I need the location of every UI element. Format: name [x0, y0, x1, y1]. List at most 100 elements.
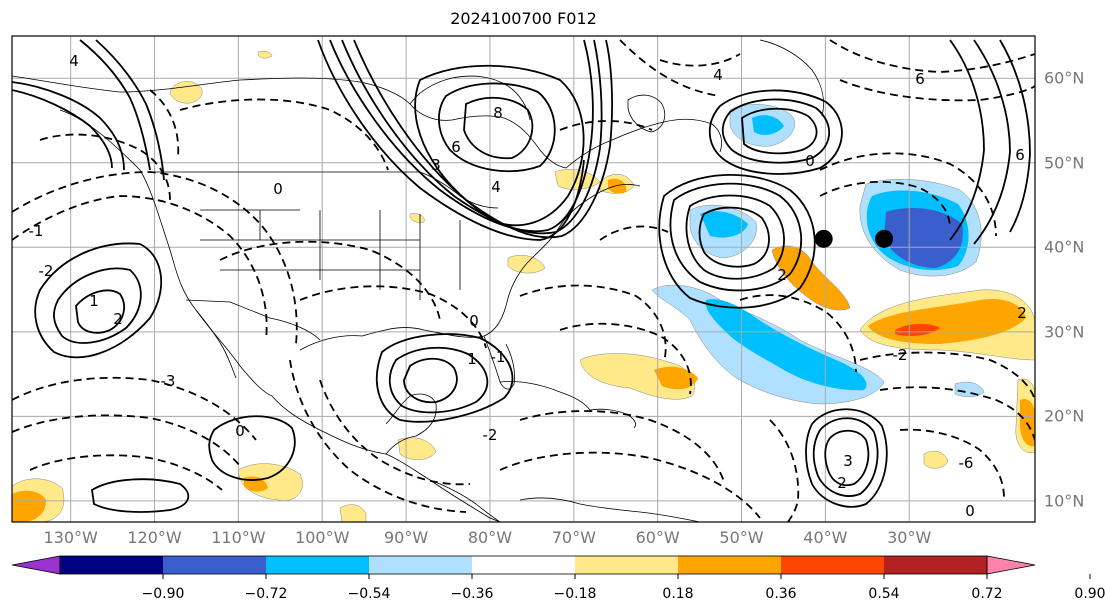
dash-atl-3: [819, 152, 997, 237]
map-markers: [814, 229, 894, 248]
dash-carib-3: [499, 451, 761, 519]
contour-gulf-low-3: [403, 357, 458, 404]
shade-yellow-carib: [579, 353, 695, 400]
clabel: -6: [959, 454, 974, 472]
clabel: 2: [113, 310, 123, 328]
clabel: 4: [491, 178, 501, 196]
longitude-tick-label: 100°W: [295, 528, 350, 547]
clabel: -2: [483, 426, 498, 444]
clabel: 0: [235, 422, 245, 440]
colorbar-tick-label: 0.18: [662, 586, 694, 602]
colorbar-outline: [59, 555, 988, 575]
clabel: 2: [777, 266, 787, 284]
colorbar-extend-low: [11, 555, 61, 575]
shade-blue-swath: [705, 299, 867, 391]
contour-canada-high-1: [438, 82, 556, 173]
clabel: -3: [161, 372, 176, 390]
colorbar-tick-label: 0.36: [765, 586, 797, 602]
latitude-tick-label: 40°N: [1044, 237, 1085, 257]
contour-jet-3: [353, 39, 613, 239]
clabel: 6: [1015, 146, 1025, 164]
clabel: -1: [29, 222, 44, 240]
dash-atl-7: [859, 351, 1035, 401]
map-frame: [11, 35, 1036, 523]
clabel: 6: [915, 70, 925, 88]
dash-atl-1: [619, 39, 721, 97]
colorbar-segment: [369, 556, 473, 574]
colorbar-segment: [266, 556, 370, 574]
shade-yellow-small3: [409, 213, 425, 223]
anomaly-shading: [12, 50, 1035, 522]
clabel: 0: [805, 152, 815, 170]
dash-atl-13: [559, 120, 653, 131]
contour-jet-4: [317, 39, 585, 241]
contour-gulf-low-2: [388, 346, 489, 414]
clabel: 4: [713, 66, 723, 84]
contour-east-3: [999, 39, 1031, 233]
latitude-tick-label: 20°N: [1044, 406, 1085, 426]
coastline-west: [59, 109, 501, 522]
shade-red-midatl: [895, 323, 940, 336]
dash-pac-ne: [149, 89, 180, 157]
map-title: 2024100700 F012: [450, 9, 597, 28]
contour-nw-2: [12, 81, 125, 171]
longitude-tick-label: 50°W: [719, 528, 764, 547]
dashed-contours: [12, 39, 1035, 522]
colorbar-segment: [575, 556, 679, 574]
clabel: 3: [431, 156, 441, 174]
clabel: 0: [469, 312, 479, 330]
longitude-tick-label: 60°W: [635, 528, 680, 547]
colorbar: [11, 555, 1091, 579]
clabel: 2: [837, 474, 847, 492]
shade-blue-ne: [752, 115, 784, 135]
dash-atl-2: [659, 53, 741, 67]
clabel: 0: [273, 180, 283, 198]
shade-yellow-small1: [339, 504, 367, 522]
dash-west-2: [12, 171, 298, 345]
dash-central-5: [289, 359, 467, 513]
dash-atl-5: [829, 39, 1035, 73]
colorbar-segment: [678, 556, 782, 574]
clabel: 6: [451, 138, 461, 156]
coastline-newfoundland: [627, 94, 666, 133]
clabel: 1: [89, 292, 99, 310]
contour-nw-1: [12, 89, 113, 169]
colorbar-extend-high: [986, 555, 1036, 575]
contour-ne-low-3: [708, 89, 843, 175]
latitude-tick-label: 50°N: [1044, 153, 1085, 173]
contour-ne-low-2: [741, 107, 818, 155]
latitude-tick-label: 10°N: [1044, 491, 1085, 511]
colorbar-segment: [884, 556, 988, 574]
coastline-baja: [195, 309, 237, 379]
clabel: -1: [491, 348, 506, 366]
clabel: -2: [893, 346, 908, 364]
shade-yellow-small2: [608, 178, 627, 194]
shade-orange-central: [771, 245, 851, 311]
clabel: 3: [843, 452, 853, 470]
colorbar-tick-label: −0.54: [347, 586, 391, 602]
longitude-tick-label: 40°W: [803, 528, 848, 547]
colorbar-segment: [163, 556, 267, 574]
longitude-tick-label: 130°W: [43, 528, 98, 547]
clabel: 1: [467, 350, 477, 368]
contour-canada-high-3: [414, 64, 585, 227]
colorbar-tick-label: 0.90: [1074, 586, 1105, 602]
coastline-canada: [12, 75, 567, 169]
coastline-florida: [483, 335, 515, 390]
contour-atl-low-2: [685, 194, 785, 280]
coastline-central: [429, 479, 501, 522]
clabel: 2: [1017, 304, 1027, 322]
shade-orange-sw: [12, 490, 46, 522]
contour-gulf-low: [375, 333, 514, 423]
contour-labels: 4 8 6 4 3 0 -1 -2 2 1 -3 0 6 4 2 0 -1 1 …: [29, 52, 1027, 520]
shade-blue-low: [700, 211, 748, 238]
colorbar-segment: [472, 556, 576, 574]
longitude-tick-label: 110°W: [211, 528, 266, 547]
coastline-labrador: [565, 118, 722, 169]
dash-west-1: [12, 195, 268, 341]
longitude-tick-label: 90°W: [384, 528, 429, 547]
coastline-cuba: [499, 381, 591, 411]
dash-central-3: [299, 285, 487, 349]
dash-atl-10: [769, 419, 800, 522]
